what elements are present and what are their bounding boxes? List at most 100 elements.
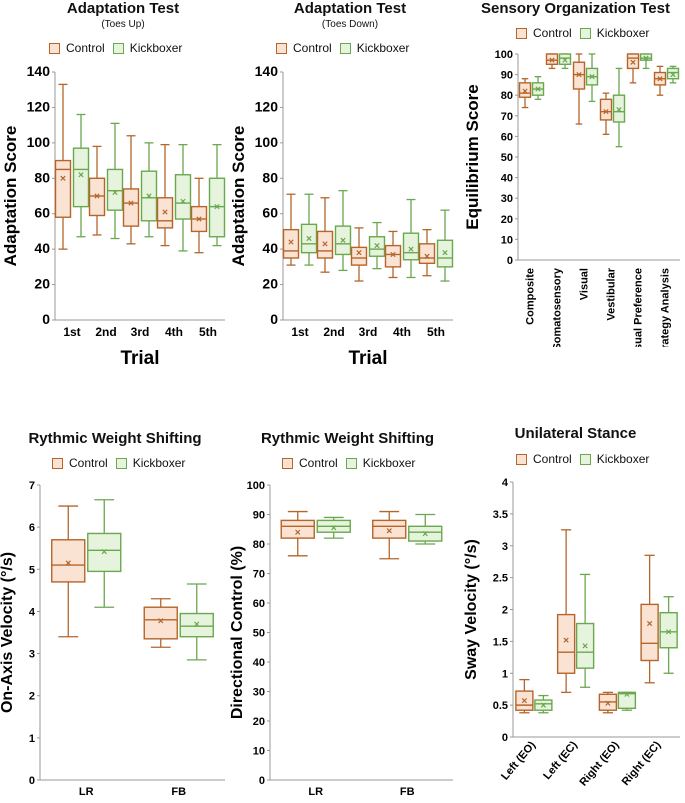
legend: Control Kickboxer — [49, 41, 182, 55]
x-axis-label: Trial — [348, 348, 387, 369]
y-tick-label: 40 — [253, 657, 265, 669]
box-control — [54, 159, 72, 218]
legend-kickboxer-label: Kickboxer — [596, 452, 650, 466]
legend-kickboxer-label: Kickboxer — [132, 456, 186, 470]
box-kickboxer — [666, 67, 680, 80]
legend-kickboxer-swatch — [579, 27, 591, 39]
mean-marker-kickboxer — [562, 57, 568, 63]
mean-marker-kickboxer — [540, 702, 546, 708]
mean-marker-control — [288, 239, 294, 245]
legend: Control Kickboxer — [52, 456, 185, 470]
box-kickboxer — [612, 94, 626, 123]
y-tick-label: 50 — [501, 152, 513, 164]
x-tick-label: Left (EO) — [499, 739, 538, 783]
legend-control-swatch — [52, 457, 63, 469]
chart-title: Sensory Organization Test — [481, 0, 670, 17]
mean-marker-control — [295, 529, 301, 535]
y-tick-label: 2.5 — [493, 573, 508, 585]
y-tick-label: 120 — [255, 98, 279, 114]
x-tick-label: 3rd — [131, 325, 150, 339]
y-tick-label: 3 — [502, 541, 508, 553]
y-tick-label: 100 — [255, 134, 279, 150]
box-control — [156, 197, 174, 229]
x-tick-label: 5th — [427, 325, 445, 339]
mean-marker-control — [522, 88, 528, 94]
mean-marker-kickboxer — [589, 74, 595, 80]
x-tick-label: 2nd — [95, 325, 116, 339]
x-axis-label: Trial — [120, 348, 159, 369]
y-axis-label: Equilibrium Score — [463, 84, 482, 229]
y-tick-label: 50 — [253, 628, 265, 640]
mean-marker-control — [563, 637, 569, 643]
y-tick-label: 0 — [29, 775, 35, 787]
legend-kickboxer-label: Kickboxer — [129, 41, 183, 55]
x-tick-label: Right (EO) — [578, 739, 622, 789]
y-tick-label: 0 — [259, 775, 265, 787]
y-tick-label: 0 — [270, 311, 278, 327]
x-tick-label: 2nd — [323, 325, 344, 339]
x-tick-label: Somatosensory — [552, 267, 564, 347]
y-tick-label: 0.5 — [493, 700, 508, 712]
mean-marker-control — [521, 698, 527, 704]
y-axis-label: Adaptation Score — [1, 126, 20, 267]
box-kickboxer — [87, 532, 122, 573]
x-tick-label: FB — [171, 786, 186, 798]
x-tick-label: Visual — [579, 268, 591, 300]
legend: Control Kickboxer — [516, 452, 649, 466]
x-tick-label: Visual Preference — [633, 268, 645, 347]
y-tick-label: 1 — [29, 733, 35, 745]
mean-marker-kickboxer — [112, 189, 118, 196]
box-kickboxer — [179, 612, 214, 638]
y-tick-label: 0 — [507, 255, 513, 267]
legend-control-swatch — [516, 27, 527, 39]
box-kickboxer — [639, 53, 653, 61]
y-tick-label: 90 — [501, 70, 513, 82]
mean-marker-kickboxer — [408, 246, 414, 252]
mean-marker-kickboxer — [643, 55, 649, 61]
y-tick-label: 20 — [262, 276, 278, 292]
y-tick-label: 100 — [27, 134, 51, 150]
x-tick-label: Composite — [525, 268, 537, 325]
chart-title: Rythmic Weight Shifting — [28, 430, 202, 447]
legend-kickboxer-swatch — [339, 42, 351, 54]
chart-subtitle: (Toes Up) — [101, 19, 145, 30]
y-axis-label: Directional Control (%) — [229, 546, 246, 719]
box-kickboxer — [72, 147, 90, 208]
y-tick-label: 30 — [501, 193, 513, 205]
box-control — [316, 230, 334, 259]
y-tick-label: 100 — [495, 49, 513, 61]
chart-unilateral-stance: 0 0.5 1 1.5 2 2.5 3 3.5 4 Sway Velocity (°/s) Left… — [463, 477, 680, 789]
x-tick-label: Strategy Analysis — [660, 268, 672, 347]
y-tick-label: 10 — [253, 746, 265, 758]
y-tick-label: 3.5 — [493, 509, 508, 521]
y-tick-label: 4 — [29, 606, 36, 618]
legend-control-label: Control — [533, 452, 572, 466]
box-kickboxer — [617, 691, 637, 710]
chart-title: Adaptation Test — [293, 0, 407, 17]
chart-title: Adaptation Test — [66, 0, 180, 17]
box-control — [372, 519, 407, 539]
mean-marker-control — [549, 57, 555, 63]
box-control — [556, 613, 576, 674]
mean-marker-kickboxer — [666, 629, 672, 635]
y-tick-label: 6 — [29, 522, 35, 534]
y-tick-label: 2 — [29, 691, 35, 703]
y-tick-label: 60 — [501, 131, 513, 143]
box-kickboxer — [174, 174, 192, 220]
mean-marker-kickboxer — [194, 621, 200, 627]
mean-marker-kickboxer — [101, 548, 107, 555]
legend-kickboxer-swatch — [115, 457, 127, 469]
box-kickboxer — [436, 239, 454, 268]
mean-marker-control — [386, 528, 392, 534]
x-tick-label: Vestibular — [606, 267, 618, 320]
y-tick-label: 100 — [247, 480, 265, 492]
box-kickboxer — [402, 232, 420, 261]
y-tick-label: 0 — [42, 311, 50, 327]
box-control — [88, 177, 106, 217]
x-tick-label: Left (EC) — [541, 739, 580, 782]
y-tick-label: 60 — [262, 205, 278, 221]
box-control — [122, 188, 140, 227]
mean-marker-kickboxer — [146, 193, 152, 199]
mean-marker-control — [128, 200, 134, 206]
x-tick-label: 4th — [393, 325, 411, 339]
